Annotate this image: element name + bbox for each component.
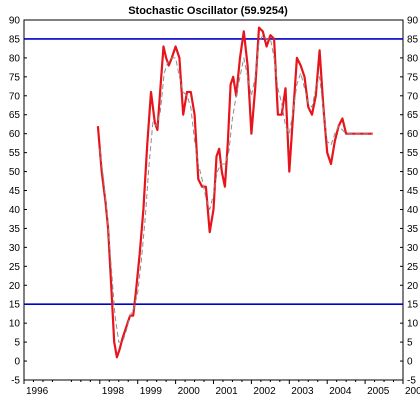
- y-tick-label-right: 60: [407, 129, 419, 140]
- oscillator-line: [96, 26, 373, 359]
- y-tick-label-right: 5: [407, 338, 413, 349]
- y-tick-label-left: 90: [9, 16, 21, 27]
- x-tick-label: 2001: [216, 386, 239, 397]
- y-tick-label-left: 60: [9, 129, 21, 140]
- y-tick-label-right: 85: [407, 34, 419, 45]
- y-tick-label-right: 40: [407, 205, 419, 216]
- y-tick-label-left: 75: [9, 72, 21, 83]
- y-tick-label-right: 90: [407, 16, 419, 27]
- y-tick-label-right: 45: [407, 186, 419, 197]
- y-tick-label-left: 45: [9, 186, 21, 197]
- y-tick-label-left: 25: [9, 262, 21, 273]
- y-tick-label-right: 20: [407, 281, 419, 292]
- y-tick-label-left: -5: [11, 376, 20, 387]
- y-tick-label-left: 10: [9, 319, 21, 330]
- y-tick-label-left: 0: [14, 357, 20, 368]
- y-tick-label-right: 15: [407, 300, 419, 311]
- x-tick-label: 1999: [140, 386, 163, 397]
- y-tick-label-left: 30: [9, 243, 21, 254]
- y-tick-label-right: 30: [407, 243, 419, 254]
- y-tick-label-right: 65: [407, 110, 419, 121]
- y-tick-label-left: 5: [14, 338, 20, 349]
- y-tick-label-left: 40: [9, 205, 21, 216]
- y-tick-label-right: 35: [407, 224, 419, 235]
- y-tick-label-right: 0: [407, 357, 413, 368]
- x-tick-label: 1998: [102, 386, 125, 397]
- y-tick-label-left: 50: [9, 167, 21, 178]
- x-tick-label: 2004: [329, 386, 352, 397]
- reference-lines: [24, 38, 403, 306]
- x-tick-label: 2002: [253, 386, 276, 397]
- x-tick-label: 1996: [26, 386, 49, 397]
- y-tick-label-left: 85: [9, 34, 21, 45]
- series-lines: [96, 26, 373, 359]
- y-tick-label-left: 80: [9, 53, 21, 64]
- y-tick-label-right: 70: [407, 91, 419, 102]
- x-tick-label: 2003: [291, 386, 314, 397]
- y-tick-label-left: 35: [9, 224, 21, 235]
- x-tick-label: 2000: [178, 386, 201, 397]
- y-tick-label-right: 25: [407, 262, 419, 273]
- y-tick-label-left: 55: [9, 148, 21, 159]
- y-tick-label-right: -5: [407, 376, 416, 387]
- x-tick-label: 2005: [367, 386, 390, 397]
- y-tick-label-left: 15: [9, 300, 21, 311]
- chart-title: Stochastic Oscillator (59.9254): [128, 5, 288, 17]
- y-tick-label-right: 75: [407, 72, 419, 83]
- y-tick-label-left: 20: [9, 281, 21, 292]
- y-tick-label-right: 10: [407, 319, 419, 330]
- signal-dashed-line: [99, 34, 373, 343]
- y-tick-label-right: 80: [407, 53, 419, 64]
- y-tick-label-left: 65: [9, 110, 21, 121]
- y-tick-label-right: 50: [407, 167, 419, 178]
- y-tick-label-right: 55: [407, 148, 419, 159]
- y-tick-label-left: 70: [9, 91, 21, 102]
- x-tick-label: 2006: [405, 386, 420, 397]
